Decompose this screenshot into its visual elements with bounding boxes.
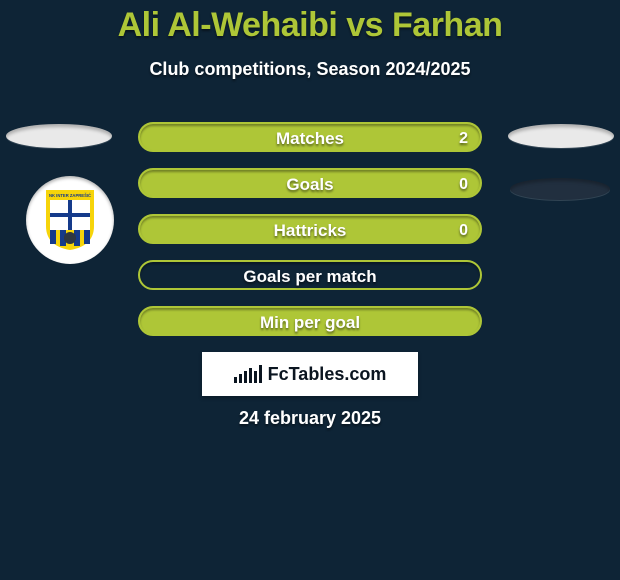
player-left-placeholder (6, 124, 112, 148)
stat-value-right: 0 (459, 170, 468, 200)
stat-label: Goals (140, 170, 480, 200)
badge-text: NK INTER ZAPREŠIĆ (49, 193, 91, 198)
stat-label: Hattricks (140, 216, 480, 246)
stat-label: Min per goal (140, 308, 480, 338)
club-badge: NK INTER ZAPREŠIĆ (26, 176, 114, 264)
brand-bars-icon (234, 365, 262, 383)
brand-box: FcTables.com (202, 352, 418, 396)
page-subtitle: Club competitions, Season 2024/2025 (0, 59, 620, 80)
brand-text: FcTables.com (268, 364, 387, 385)
player-right-placeholder (508, 124, 614, 148)
stat-row: Min per goal (138, 306, 482, 336)
stat-row: Matches2 (138, 122, 482, 152)
player-right-shadow (510, 178, 610, 200)
stat-label: Matches (140, 124, 480, 154)
stat-value-right: 0 (459, 216, 468, 246)
club-badge-svg: NK INTER ZAPREŠIĆ (26, 176, 114, 264)
stat-label: Goals per match (140, 262, 480, 292)
stat-value-right: 2 (459, 124, 468, 154)
page-title: Ali Al-Wehaibi vs Farhan (0, 0, 620, 45)
stat-row: Goals0 (138, 168, 482, 198)
infographic-date: 24 february 2025 (0, 408, 620, 429)
infographic-root: Ali Al-Wehaibi vs Farhan Club competitio… (0, 0, 620, 580)
stat-row: Hattricks0 (138, 214, 482, 244)
stats-rows: Matches2Goals0Hattricks0Goals per matchM… (138, 122, 482, 352)
stat-row: Goals per match (138, 260, 482, 290)
